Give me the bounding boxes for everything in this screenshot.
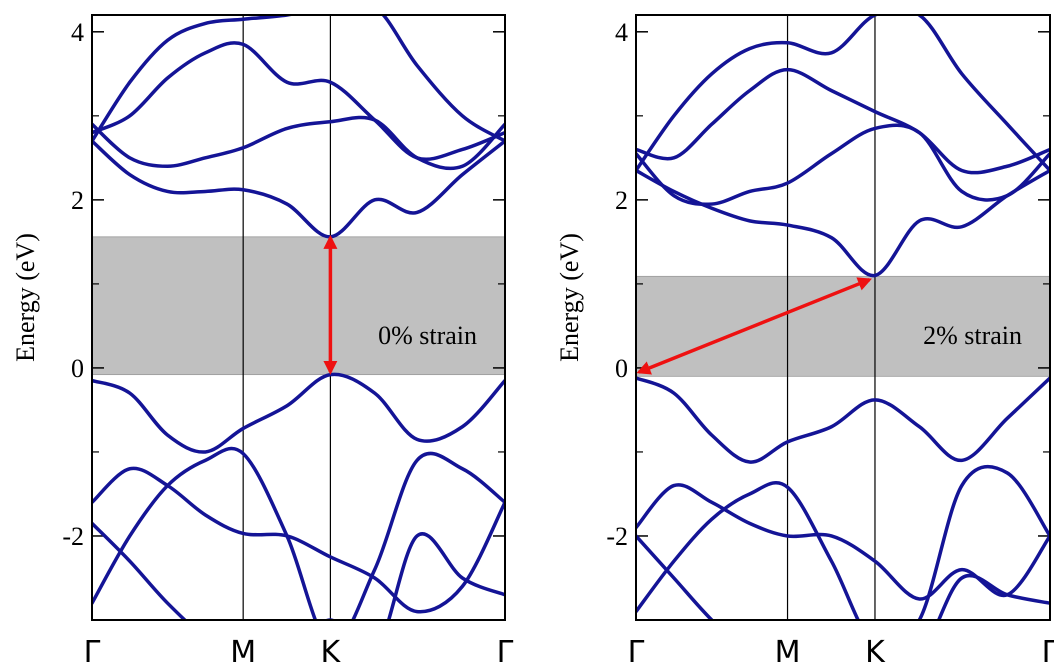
band-line — [636, 67, 1050, 175]
x-tick-label: Γ — [84, 635, 101, 668]
x-tick-label: M — [230, 635, 256, 668]
x-tick-label: M — [775, 635, 801, 668]
y-tick-label: 0 — [615, 354, 628, 383]
band-line — [636, 123, 1050, 206]
y-tick-label: 2 — [71, 186, 84, 215]
annotation: 2% strain — [923, 321, 1022, 350]
gap-arrow — [636, 277, 872, 375]
band-line — [636, 15, 1050, 173]
y-tick-label: 4 — [71, 18, 84, 47]
bands — [636, 15, 1050, 620]
band-line — [92, 15, 505, 143]
band-line — [636, 534, 1050, 620]
plot-frame — [91, 14, 506, 621]
plot-frame — [635, 14, 1051, 621]
bands — [92, 15, 505, 620]
annotation: 0% strain — [378, 321, 477, 350]
y-tick-label: 2 — [615, 186, 628, 215]
y-tick-label: 0 — [71, 354, 84, 383]
x-tick-label: Γ — [628, 635, 645, 668]
y-axis-label: Energy (eV) — [11, 233, 40, 362]
band-line — [92, 446, 505, 620]
x-tick-label: Γ — [1042, 635, 1054, 668]
y-tick-label: 4 — [615, 18, 628, 47]
band-line — [92, 521, 505, 620]
band-line — [92, 372, 505, 454]
y-tick-label: -2 — [62, 522, 84, 551]
band-line — [636, 168, 1050, 278]
y-axis-label: Energy (eV) — [555, 233, 584, 362]
band-line — [92, 139, 505, 239]
x-tick-label: K — [865, 635, 886, 668]
band-line — [636, 376, 1050, 464]
x-tick-label: K — [321, 635, 342, 668]
gap-region — [91, 236, 506, 376]
y-tick-label: -2 — [606, 522, 628, 551]
x-tick-label: Γ — [497, 635, 514, 668]
band-line — [636, 465, 1050, 620]
band-line — [92, 115, 505, 171]
band-line — [92, 41, 505, 161]
